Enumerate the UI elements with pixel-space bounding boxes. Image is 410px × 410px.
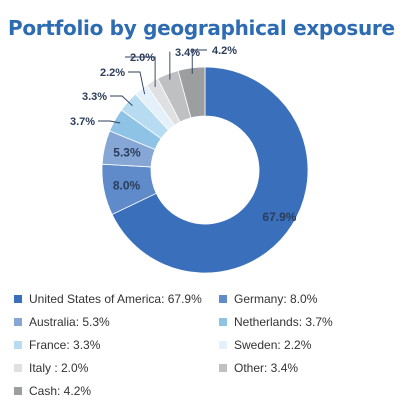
legend-swatch (219, 364, 227, 372)
data-label-other: 3.4% (175, 47, 200, 59)
legend-label: United States of America: 67.9% (29, 292, 202, 306)
legend-item-italy: Italy : 2.0% (14, 361, 219, 375)
legend-swatch (219, 341, 227, 349)
legend-label: Germany: 8.0% (234, 292, 318, 306)
legend-label: France: 3.3% (29, 338, 101, 352)
data-label-cash: 4.2% (212, 45, 237, 57)
legend-swatch (219, 318, 227, 326)
legend-label: Other: 3.4% (234, 361, 299, 375)
legend-item-australia: Australia: 5.3% (14, 315, 219, 329)
slice-united-states-of-america (111, 66, 309, 274)
leader-line-france (110, 95, 133, 106)
legend-swatch (14, 364, 22, 372)
data-label-germany: 8.0% (113, 178, 141, 192)
data-label-italy: 2.0% (130, 52, 155, 64)
legend-item-sweden: Sweden: 2.2% (219, 338, 399, 352)
legend-swatch (14, 341, 22, 349)
legend-item-other: Other: 3.4% (219, 361, 399, 375)
leader-line-netherlands (98, 120, 121, 124)
data-label-netherlands: 3.7% (70, 116, 95, 128)
legend-swatch (14, 295, 22, 303)
legend-item-netherlands: Netherlands: 3.7% (219, 315, 399, 329)
donut-chart: 67.9% 8.0% 5.3% 3.7% 3.3% 2.2% 2.0% 3.4% 4.2% (70, 45, 309, 274)
data-label-australia: 5.3% (113, 145, 141, 159)
legend-label: Italy : 2.0% (29, 361, 89, 375)
legend-label: Cash: 4.2% (29, 384, 92, 398)
chart-legend: United States of America: 67.9% Germany: … (14, 292, 404, 398)
data-label-france: 3.3% (82, 91, 107, 103)
legend-swatch (14, 318, 22, 326)
legend-item-cash: Cash: 4.2% (14, 384, 219, 398)
data-label-sweden: 2.2% (100, 67, 125, 79)
leader-line-sweden (128, 71, 146, 95)
legend-swatch (14, 387, 22, 395)
legend-item-france: France: 3.3% (14, 338, 219, 352)
legend-item-united-states-of-america: United States of America: 67.9% (14, 292, 219, 306)
legend-label: Australia: 5.3% (29, 315, 110, 329)
leader-line-italy (125, 56, 156, 87)
legend-label: Sweden: 2.2% (234, 338, 312, 352)
data-label-united-states-of-america: 67.9% (262, 210, 296, 224)
chart-title: Portfolio by geographical exposure (8, 16, 395, 40)
legend-label: Netherlands: 3.7% (234, 315, 333, 329)
legend-swatch (219, 295, 227, 303)
leader-line-cash (191, 49, 207, 74)
slice-cash (177, 66, 206, 119)
legend-item-germany: Germany: 8.0% (219, 292, 399, 306)
